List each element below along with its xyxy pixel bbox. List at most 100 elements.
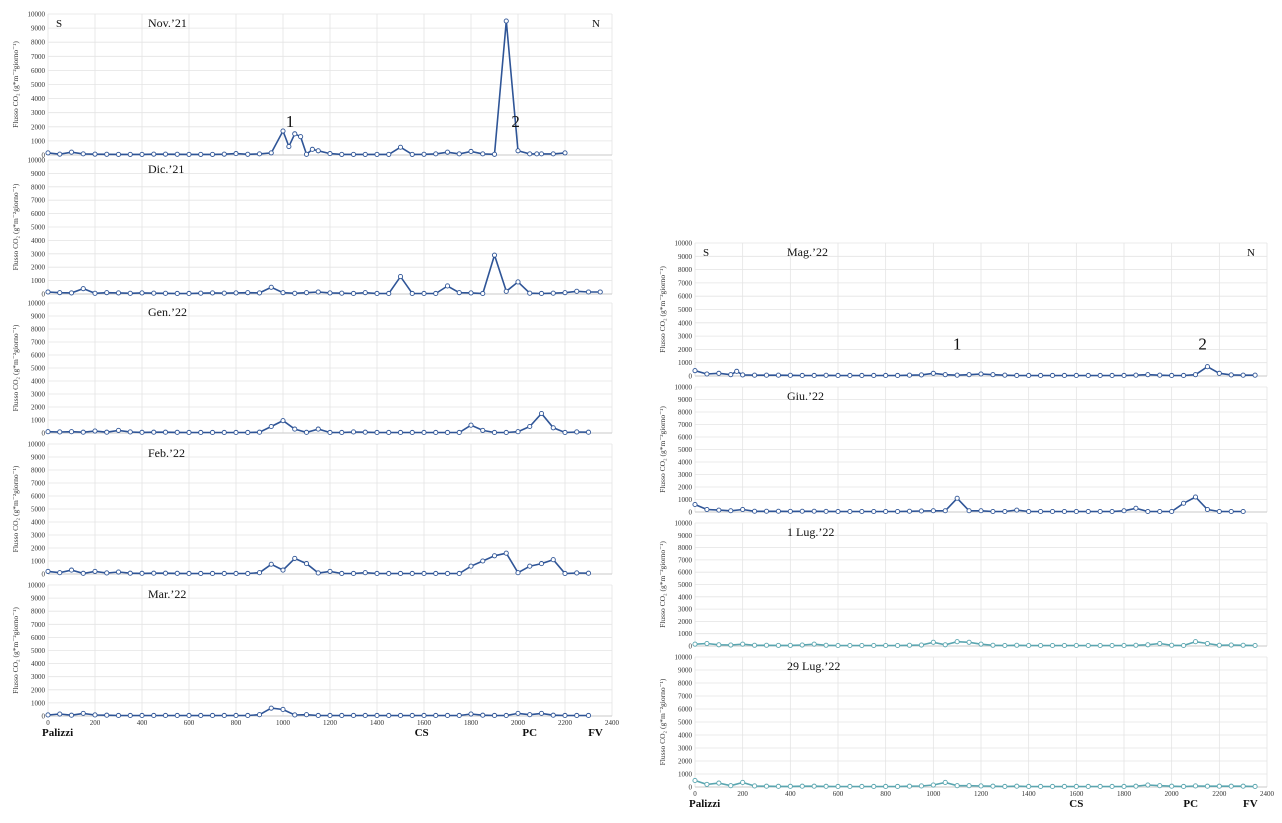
- data-point: [421, 290, 427, 297]
- y-tick-label: 10000: [675, 384, 693, 392]
- y-tick-label: 0: [42, 291, 46, 299]
- y-tick-label: 7000: [678, 556, 693, 564]
- data-point: [468, 563, 474, 569]
- data-point: [799, 783, 805, 789]
- data-point: [1085, 372, 1091, 379]
- data-point: [245, 429, 251, 436]
- data-point: [775, 642, 781, 648]
- y-tick-label: 3000: [31, 673, 46, 681]
- x-tick-label: 1600: [417, 719, 432, 727]
- data-point: [883, 783, 889, 790]
- y-tick-label: 1000: [678, 771, 693, 779]
- data-point: [162, 570, 169, 576]
- data-point: [799, 642, 805, 648]
- y-tick-label: 6000: [678, 434, 693, 442]
- data-point: [221, 570, 227, 577]
- data-point: [1014, 642, 1020, 648]
- y-tick-label: 5000: [678, 306, 693, 314]
- data-point: [174, 290, 180, 297]
- location-label: FV: [1243, 798, 1258, 810]
- data-point: [1014, 507, 1020, 513]
- data-point: [562, 290, 568, 296]
- data-point: [597, 289, 603, 295]
- data-point: [966, 508, 972, 514]
- data-point: [1085, 508, 1091, 515]
- data-point: [527, 290, 533, 296]
- panel-title: Gen.’22: [148, 305, 187, 319]
- data-point: [280, 418, 286, 424]
- y-tick-label: 7000: [678, 693, 693, 701]
- y-tick-label: 1000: [31, 137, 46, 145]
- data-point: [268, 150, 274, 156]
- x-tick-label: 1200: [323, 719, 338, 727]
- data-point: [162, 290, 169, 296]
- data-point: [127, 570, 133, 576]
- data-point: [704, 371, 710, 377]
- data-point: [1204, 640, 1210, 647]
- data-point: [433, 151, 439, 157]
- data-point: [1157, 372, 1163, 378]
- data-point: [503, 288, 509, 294]
- data-point: [233, 429, 239, 436]
- y-axis-label: Flusso CO₂ (g*m⁻²giorno⁻¹): [11, 324, 20, 411]
- x-tick-label: 1800: [1117, 790, 1132, 798]
- y-tick-label: 6000: [678, 569, 693, 577]
- data-point: [692, 777, 698, 784]
- data-point: [515, 429, 521, 435]
- data-point: [315, 426, 321, 432]
- data-point: [895, 508, 901, 515]
- data-point: [421, 429, 427, 436]
- data-point: [1240, 508, 1246, 515]
- data-point: [574, 570, 580, 576]
- data-point: [256, 429, 263, 435]
- data-point: [480, 151, 486, 157]
- y-tick-label: 1000: [31, 558, 46, 566]
- data-point: [883, 508, 889, 515]
- x-tick-label: 2000: [511, 719, 526, 727]
- data-point: [68, 149, 75, 155]
- data-point: [1121, 372, 1127, 379]
- data-point: [1038, 642, 1044, 649]
- data-point: [480, 558, 486, 564]
- data-point: [245, 570, 251, 577]
- data-point: [491, 252, 498, 258]
- data-point: [1192, 494, 1199, 500]
- data-point: [433, 712, 439, 719]
- data-point: [538, 710, 545, 716]
- data-point: [139, 712, 145, 719]
- y-tick-label: 8000: [678, 409, 693, 417]
- panel-4: 0 1000 2000 3000 4000 5000 6000 7000 8000 9000 100…: [11, 582, 613, 721]
- data-point: [315, 289, 321, 295]
- data-point: [1169, 372, 1175, 379]
- y-tick-label: 5000: [31, 81, 46, 89]
- data-point: [538, 151, 545, 157]
- data-point: [918, 372, 924, 378]
- y-tick-label: 9000: [31, 25, 46, 33]
- data-point: [151, 570, 157, 576]
- y-tick-label: 3000: [678, 606, 693, 614]
- data-point: [704, 781, 710, 787]
- y-tick-label: 6000: [31, 634, 46, 642]
- data-point: [835, 783, 841, 790]
- data-point: [906, 372, 913, 378]
- data-point: [716, 780, 722, 786]
- data-point: [444, 149, 451, 155]
- data-point: [57, 570, 63, 576]
- data-point: [585, 712, 592, 719]
- y-tick-label: 2000: [31, 404, 46, 412]
- data-point: [327, 151, 333, 157]
- data-point: [115, 290, 122, 296]
- data-point: [942, 508, 948, 514]
- data-point: [1073, 783, 1079, 790]
- data-point: [409, 151, 415, 157]
- data-point: [787, 372, 793, 378]
- x-tick-label: 0: [46, 719, 50, 727]
- data-point: [233, 570, 239, 577]
- data-point: [303, 290, 310, 296]
- data-point: [350, 290, 357, 297]
- data-point: [704, 640, 710, 647]
- data-point: [1228, 783, 1234, 789]
- data-point: [895, 642, 901, 649]
- data-point: [456, 290, 462, 296]
- data-point: [728, 508, 734, 514]
